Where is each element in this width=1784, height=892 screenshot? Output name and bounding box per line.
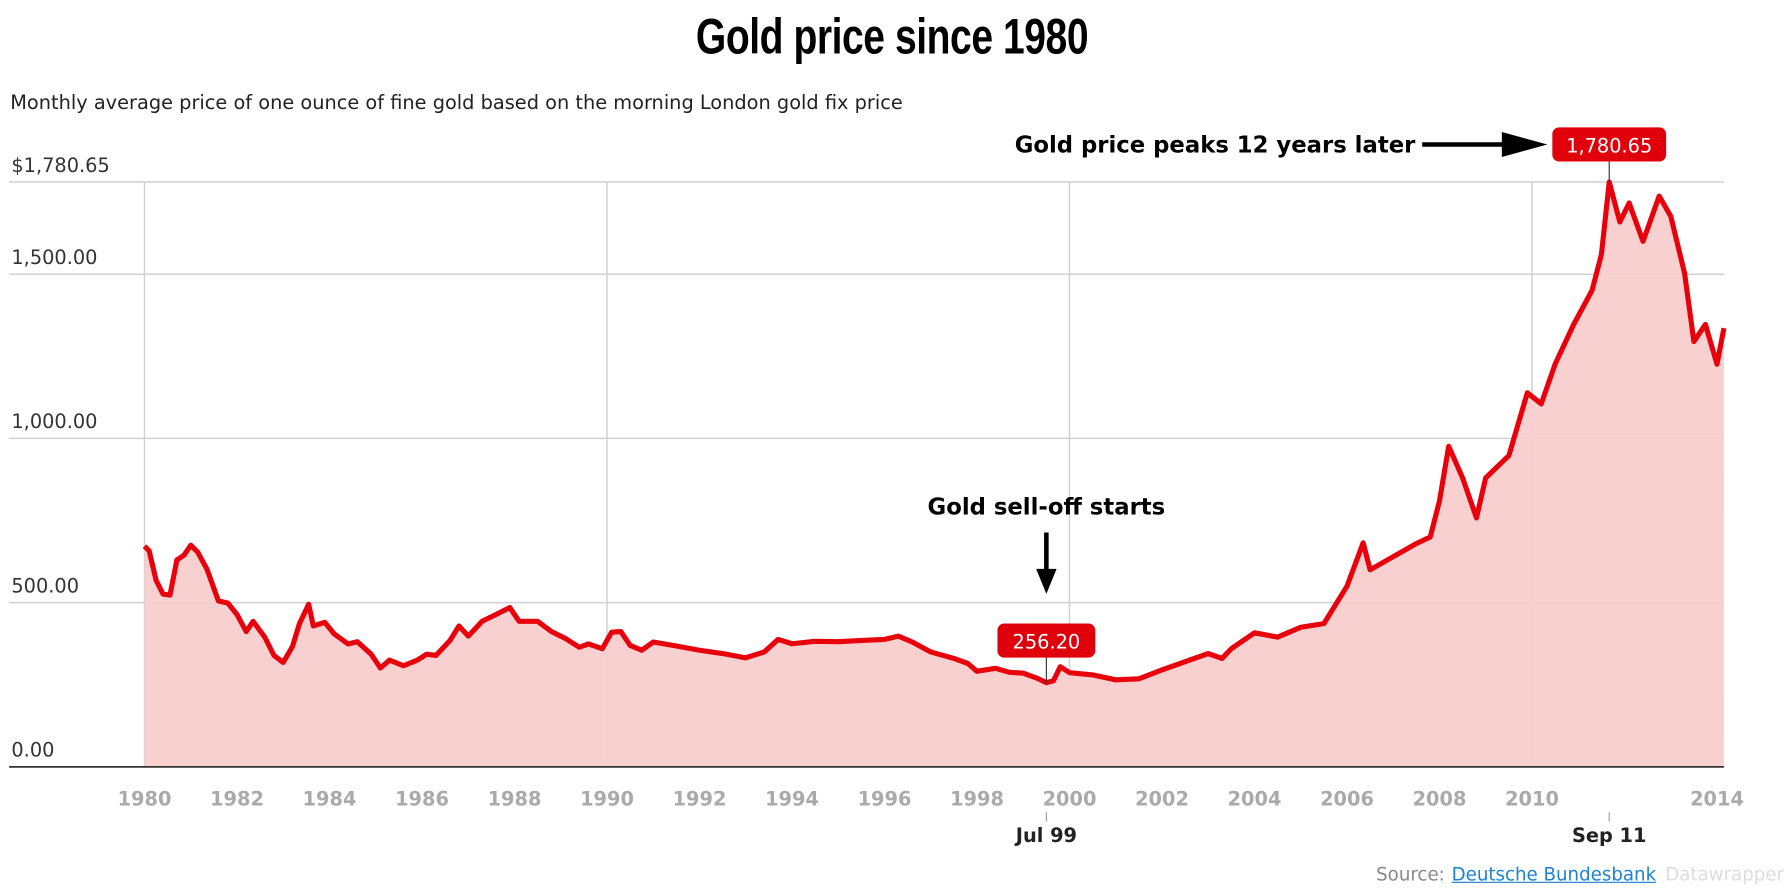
annotation-arrow-head: [1036, 568, 1057, 594]
x-tick-label: 1992: [673, 788, 727, 811]
x-tick-label: 1980: [118, 788, 172, 811]
x-tick-label: 2006: [1320, 788, 1374, 811]
x-highlight-label: Jul 99: [1014, 824, 1077, 847]
value-label-text: 1,780.65: [1566, 134, 1652, 157]
annotation-sell-off: Gold sell-off starts: [928, 494, 1166, 520]
x-tick-label: 2002: [1135, 788, 1189, 811]
x-tick-label: 2004: [1228, 788, 1282, 811]
chart-subtitle: Monthly average price of one ounce of fi…: [10, 92, 903, 115]
x-tick-label: 1982: [210, 788, 264, 811]
x-tick-label: 2008: [1413, 788, 1467, 811]
price-area: [144, 182, 1724, 767]
price-line: [142, 179, 1727, 686]
annotation-peak: Gold price peaks 12 years later: [1015, 132, 1416, 158]
chart-title: Gold price since 1980: [695, 9, 1089, 65]
value-label-text: 256.20: [1013, 631, 1081, 654]
value-label-box: [997, 623, 1096, 658]
x-tick-label: 2010: [1505, 788, 1559, 811]
value-label-box: [1552, 127, 1667, 162]
x-highlight-label: Sep 11: [1572, 824, 1647, 847]
x-tick-label: 1990: [580, 788, 634, 811]
x-tick-label: 1996: [858, 788, 912, 811]
chart-footer: Source: Deutsche Bundesbank Datawrapper: [1376, 864, 1784, 886]
x-tick-label: 1986: [395, 788, 449, 811]
y-tick-label: 0.00: [11, 739, 54, 762]
y-tick-label: 1,000.00: [11, 410, 97, 433]
x-tick-label: 1994: [765, 788, 819, 811]
x-tick-label: 2014: [1690, 788, 1744, 811]
source-label: Source:: [1376, 863, 1445, 886]
y-tick-label: $1,780.65: [11, 154, 109, 177]
source-link[interactable]: Deutsche Bundesbank: [1451, 863, 1657, 886]
x-tick-label: 1998: [950, 788, 1004, 811]
x-tick-label: 1988: [488, 788, 542, 811]
y-tick-label: 500.00: [11, 574, 79, 597]
x-tick-label: 2000: [1043, 788, 1097, 811]
credit-link[interactable]: Datawrapper: [1665, 863, 1784, 886]
x-tick-label: 1984: [303, 788, 357, 811]
annotation-arrow-head: [1501, 131, 1548, 158]
y-tick-label: 1,500.00: [11, 246, 97, 269]
